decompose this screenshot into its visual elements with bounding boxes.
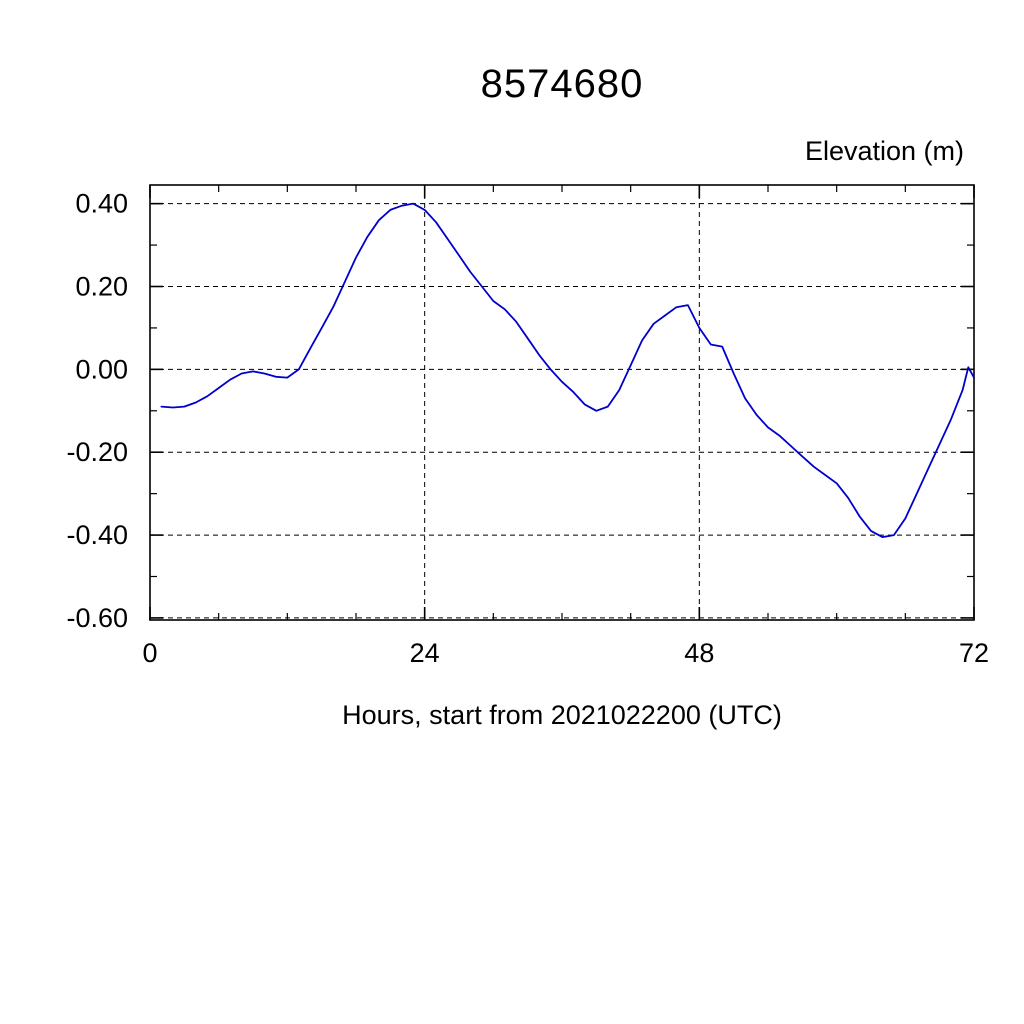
plot-frame <box>149 184 975 621</box>
x-tick-label: 0 <box>142 638 157 668</box>
chart-title: 8574680 <box>480 62 644 106</box>
plot-area: 0 24 48 72 -0.60 -0.40 -0.20 0.00 0.20 0.40 <box>66 184 989 668</box>
x-tick-label: 72 <box>959 638 989 668</box>
y-tick-label: -0.20 <box>66 437 128 467</box>
x-axis-title: Hours, start from 2021022200 (UTC) <box>342 700 782 730</box>
y-axis-title: Elevation (m) <box>804 136 964 166</box>
x-tick-label: 48 <box>684 638 714 668</box>
y-tick-label: 0.00 <box>75 354 128 384</box>
x-tick-label: 24 <box>410 638 440 668</box>
y-tick-label: -0.40 <box>66 520 128 550</box>
y-tick-label: -0.60 <box>66 603 128 633</box>
y-tick-label: 0.20 <box>75 272 128 302</box>
y-tick-label: 0.40 <box>75 189 128 219</box>
chart-svg: 0 24 48 72 -0.60 -0.40 -0.20 0.00 0.20 0.40 <box>66 184 989 668</box>
elevation-line <box>160 202 975 538</box>
